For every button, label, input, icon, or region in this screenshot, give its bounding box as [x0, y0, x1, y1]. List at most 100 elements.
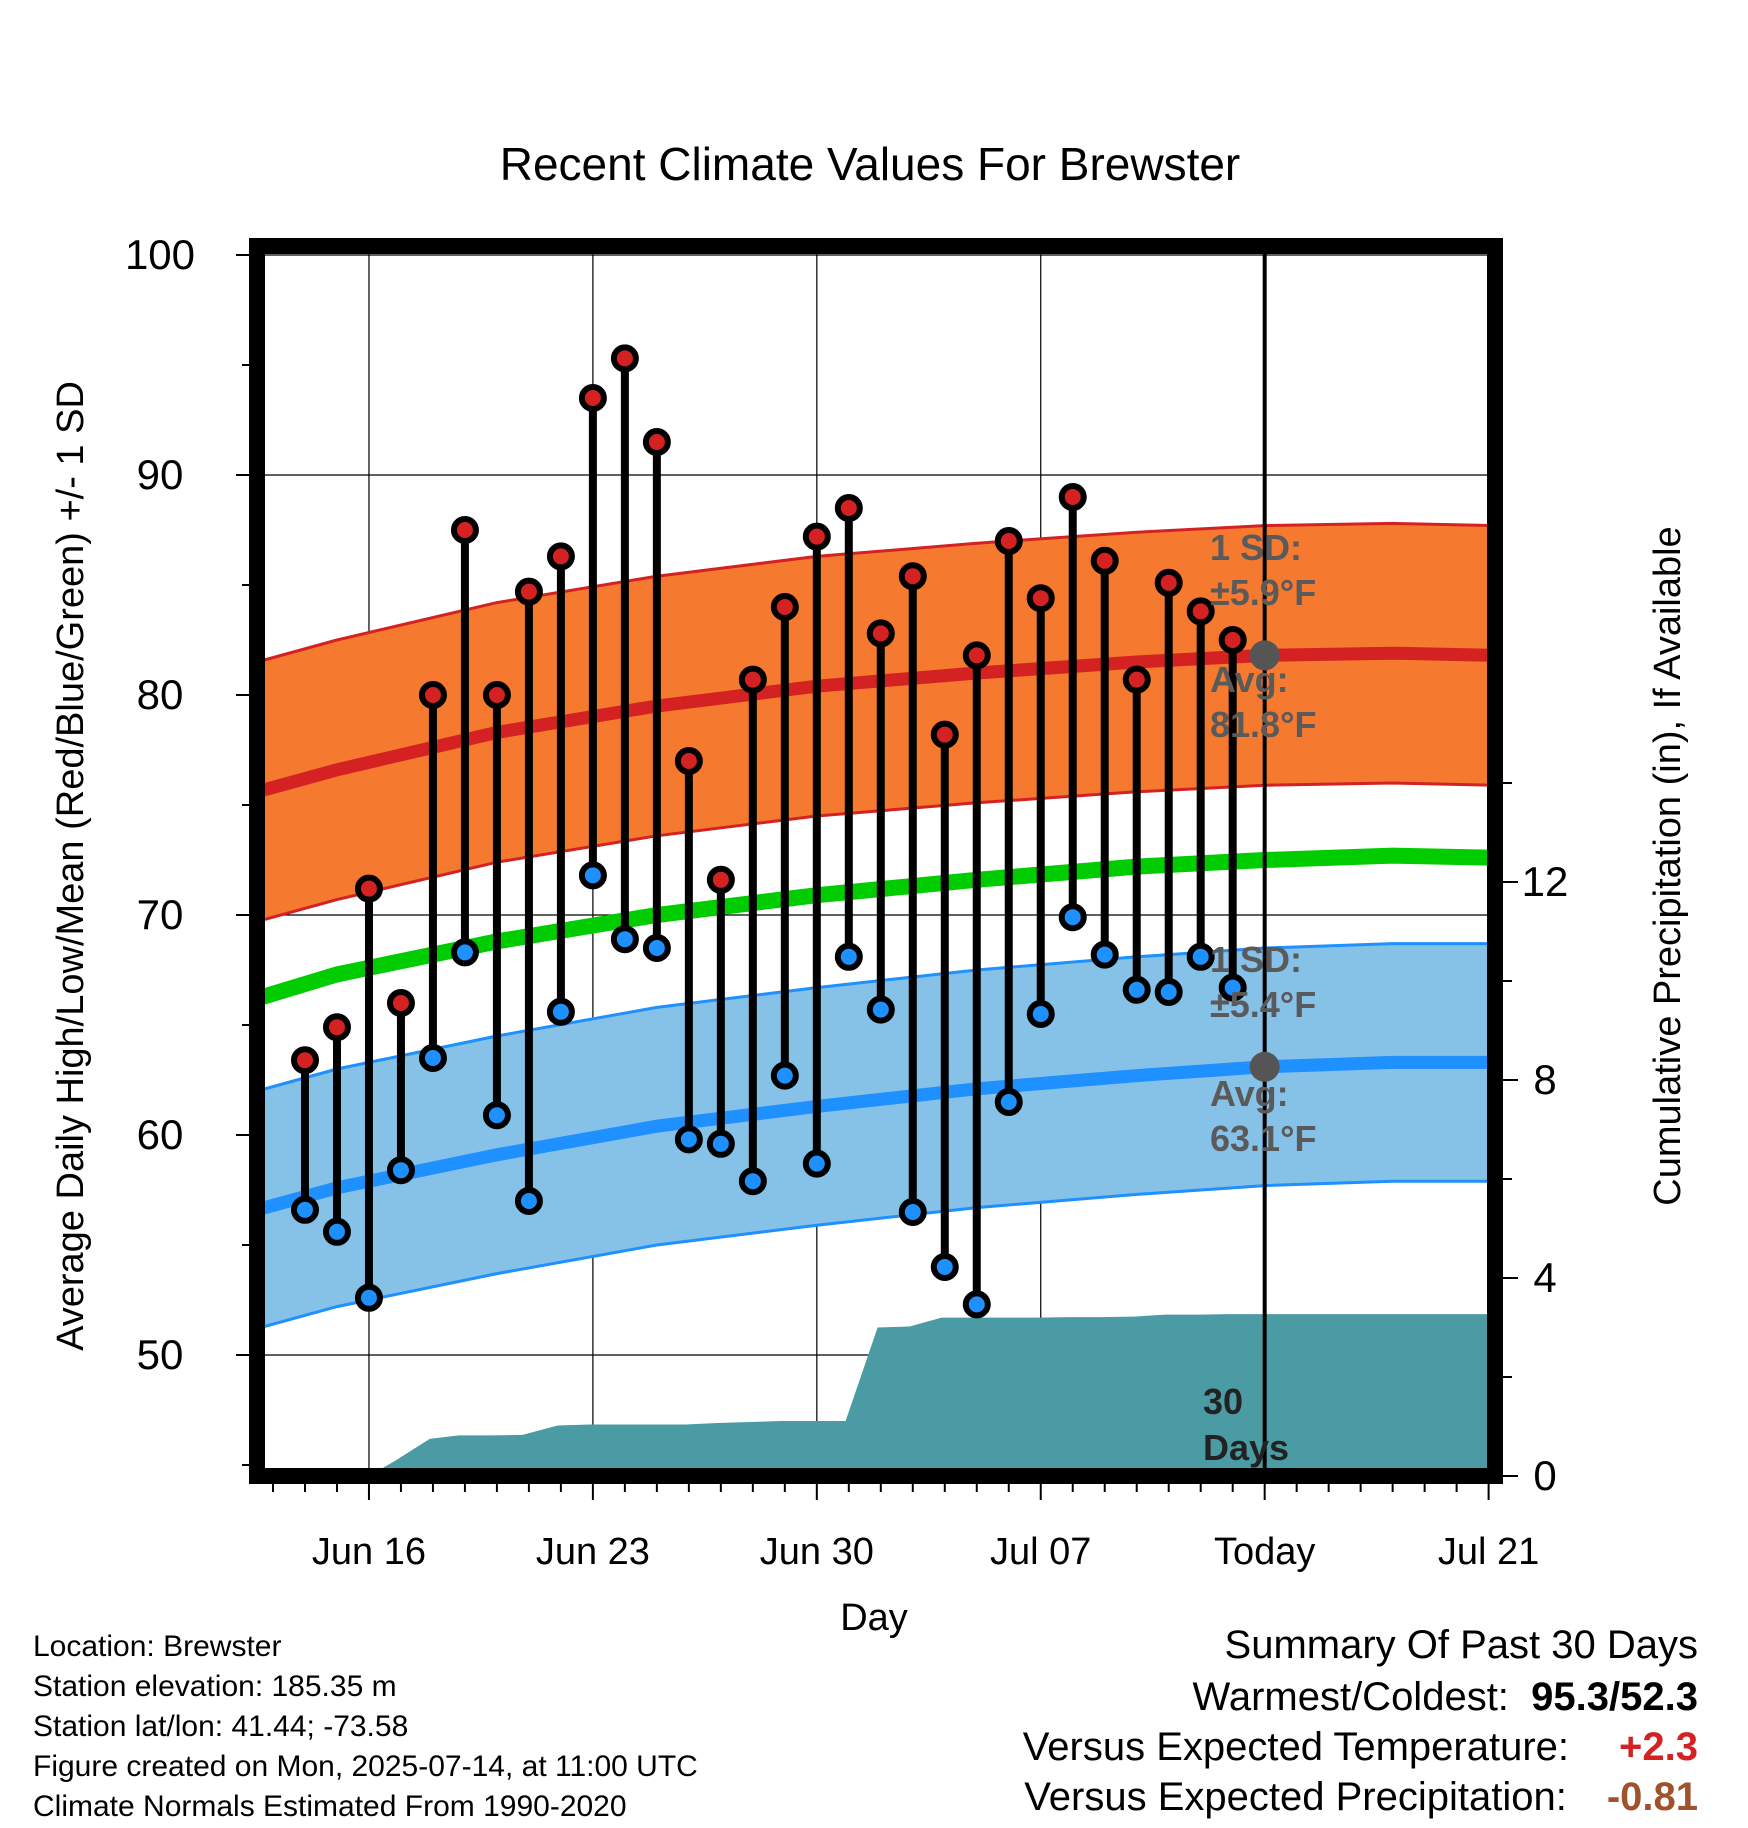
period-unit: Days	[1203, 1427, 1289, 1468]
daily-high-point	[1186, 597, 1215, 626]
daily-low-point	[514, 1187, 543, 1215]
low-sd-band-upper-edge	[256, 942, 1495, 1093]
daily-high-point	[514, 577, 543, 606]
daily-low-point	[1218, 973, 1247, 1002]
daily-high-point	[578, 384, 607, 412]
daily-low-point	[1026, 1000, 1055, 1028]
daily-low-point	[642, 934, 671, 962]
x-tick-label: Jun 16	[312, 1531, 426, 1573]
low-sd-value: ±5.4°F	[1210, 984, 1316, 1025]
daily-high-point	[354, 874, 383, 903]
daily-low-point	[1186, 942, 1215, 971]
summary-warmest-row: Warmest/Coldest: 95.3/52.3	[1193, 1677, 1698, 1717]
daily-low-point	[994, 1088, 1023, 1116]
daily-low-point	[1122, 975, 1151, 1004]
x-tick-label: Jun 30	[760, 1531, 874, 1573]
daily-low-point	[610, 925, 639, 954]
daily-high-point	[898, 562, 927, 591]
daily-high-point	[482, 681, 511, 709]
high-avg-value: 81.8°F	[1210, 704, 1316, 745]
daily-dots	[290, 344, 1247, 1319]
daily-high-point	[674, 747, 703, 775]
precipitation-area	[368, 1314, 1495, 1476]
y-tick-label: 100	[125, 231, 195, 278]
daily-high-point	[418, 681, 447, 709]
daily-low-point	[482, 1101, 511, 1130]
high-sd-band	[257, 523, 1495, 922]
footer-latlon: Station lat/lon: 41.44; -73.58	[33, 1710, 409, 1743]
low-sd-label: 1 SD:	[1210, 939, 1302, 980]
y2-tick-label: 4	[1533, 1254, 1556, 1301]
x-axis-label: Day	[840, 1597, 908, 1639]
daily-high-point	[1154, 568, 1183, 597]
daily-low-point	[546, 997, 575, 1026]
x-axis-ticks: Jun 16 Jun 23 Jun 30 Jul 07 Today Jul 21	[271, 1484, 1539, 1573]
daily-high-point	[1122, 665, 1151, 694]
daily-high-point	[610, 344, 639, 373]
daily-low-point	[738, 1167, 767, 1196]
daily-low-point	[962, 1290, 991, 1319]
low-sd-band	[257, 943, 1495, 1329]
y-tick-label: 80	[137, 671, 184, 718]
daily-low-point	[802, 1149, 831, 1178]
daily-high-point	[1058, 483, 1087, 511]
low-avg-value: 63.1°F	[1210, 1118, 1316, 1159]
coldest-value: 52.3	[1620, 1675, 1698, 1719]
daily-low-point	[898, 1198, 927, 1226]
daily-high-point	[802, 522, 831, 551]
footer-created: Figure created on Mon, 2025-07-14, at 11…	[33, 1750, 698, 1783]
normal-curves	[254, 646, 1496, 1217]
precip-area	[368, 1314, 1495, 1476]
daily-high-point	[962, 641, 991, 670]
y2-tick-label: 0	[1533, 1452, 1556, 1499]
daily-low-point	[866, 995, 895, 1024]
daily-high-point	[866, 619, 895, 648]
daily-low-point	[322, 1217, 351, 1246]
y2-tick-label: 8	[1533, 1056, 1556, 1103]
summary-heading: Summary Of Past 30 Days	[1224, 1623, 1698, 1667]
high-sd-label: 1 SD:	[1210, 527, 1302, 568]
temp-label: Versus Expected Temperature:	[1022, 1725, 1570, 1769]
daily-low-point	[930, 1253, 959, 1281]
x-tick-label: Jul 21	[1438, 1531, 1539, 1573]
annotations: 1 SD: ±5.9°F Avg: 81.8°F 1 SD: ±5.4°F Av…	[1203, 527, 1316, 1468]
x-tick-label: Jun 23	[536, 1531, 650, 1573]
low-sd-band-lower-edge	[256, 1179, 1495, 1331]
avg-high-marker	[1249, 640, 1280, 671]
x-tick-label: Today	[1214, 1531, 1315, 1573]
daily-low-point	[1154, 978, 1183, 1006]
chart-title: Recent Climate Values For Brewster	[500, 138, 1241, 190]
low-avg-label: Avg:	[1210, 1073, 1289, 1114]
y-tick-label: 90	[137, 451, 184, 498]
daily-low-point	[1090, 940, 1119, 969]
daily-high-point	[290, 1046, 319, 1075]
daily-low-point	[1058, 903, 1087, 932]
daily-low-point	[418, 1044, 447, 1072]
high-sd-value: ±5.9°F	[1210, 572, 1316, 613]
footer-elevation: Station elevation: 185.35 m	[33, 1670, 397, 1703]
warmest-value: 95.3	[1531, 1675, 1610, 1719]
y-axis-label: Average Daily High/Low/Mean (Red/Blue/Gr…	[50, 381, 92, 1351]
footer-normals: Climate Normals Estimated From 1990-2020	[33, 1790, 627, 1823]
daily-low-point	[450, 938, 479, 967]
avg-high-line	[255, 646, 1496, 799]
daily-high-point	[546, 542, 575, 571]
y2-axis-label: Cumulative Precipitation (in), If Availa…	[1647, 526, 1689, 1205]
daily-low-point	[578, 861, 607, 890]
precip-value: -0.81	[1606, 1775, 1698, 1819]
daily-low-point	[674, 1125, 703, 1154]
daily-high-point	[1026, 584, 1055, 613]
left-axis-ticks: 100 90 80 70 60 50	[125, 231, 249, 1466]
daily-low-point	[770, 1061, 799, 1090]
warmest-coldest-label: Warmest/Coldest:	[1192, 1675, 1509, 1719]
daily-high-point	[930, 720, 959, 749]
x-tick-label: Jul 07	[990, 1531, 1091, 1573]
high-sd-band-lower-edge	[256, 781, 1496, 924]
summary-temp-row: Versus Expected Temperature: +2.3	[1023, 1727, 1698, 1767]
daily-low-point	[290, 1195, 319, 1224]
daily-low-point	[386, 1156, 415, 1185]
y-tick-label: 50	[137, 1331, 184, 1378]
daily-high-point	[994, 527, 1023, 555]
precip-label: Versus Expected Precipitation:	[1024, 1775, 1567, 1819]
